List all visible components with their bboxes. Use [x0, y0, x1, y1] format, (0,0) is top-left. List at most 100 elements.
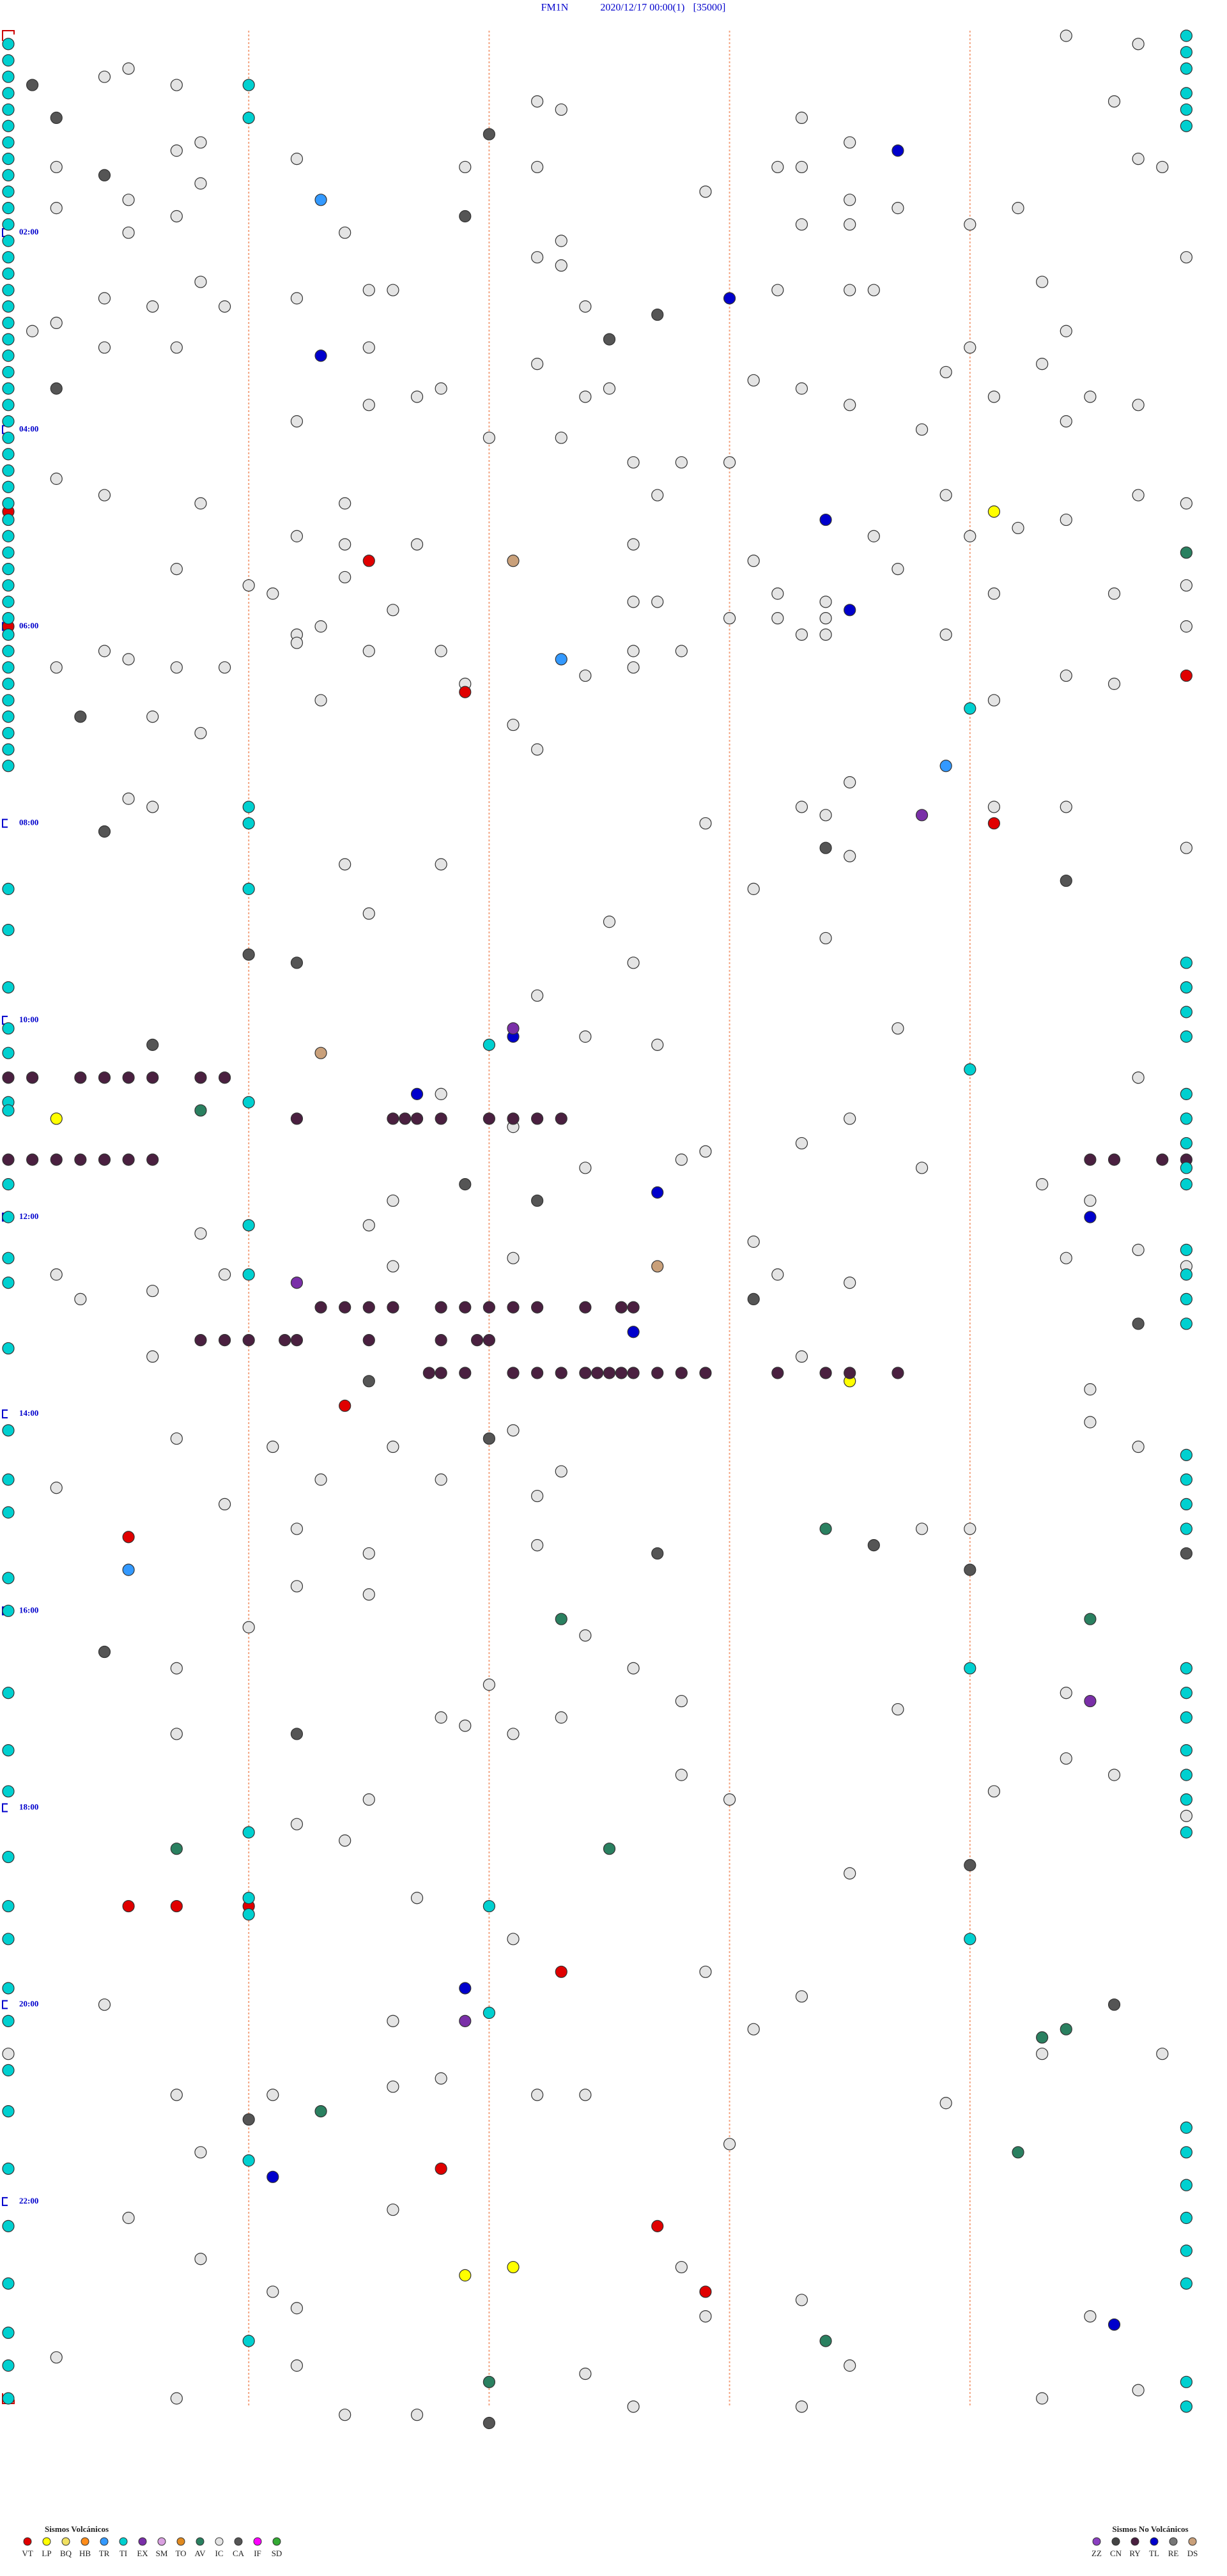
event-ca: [98, 825, 111, 838]
event-ti: [2, 2326, 15, 2339]
event-ti: [2, 1473, 15, 1486]
event-ca: [482, 128, 496, 141]
event-ti: [1180, 87, 1192, 100]
event-ry: [579, 1301, 592, 1314]
event-ic: [1084, 1194, 1097, 1207]
event-ic: [915, 423, 929, 436]
event-ic: [1060, 1252, 1072, 1264]
event-ic: [531, 2089, 544, 2101]
event-ic: [939, 2097, 952, 2110]
event-ti: [2, 1424, 15, 1437]
legend-swatch: [234, 2537, 243, 2546]
legend-label: DS: [1187, 2549, 1198, 2558]
event-ti: [2, 54, 15, 67]
event-ti: [2, 431, 15, 444]
event-tl: [819, 513, 832, 526]
event-ic: [1180, 251, 1192, 264]
event-ti: [2, 694, 15, 707]
event-ex: [915, 809, 929, 822]
event-ic: [362, 399, 375, 411]
event-ic: [603, 916, 616, 928]
event-ti: [1180, 1522, 1192, 1535]
event-ic: [170, 2089, 183, 2101]
event-ic: [1060, 415, 1072, 428]
event-ti: [2, 1982, 15, 1995]
event-ic: [795, 111, 808, 125]
event-ti: [2, 513, 15, 526]
event-ic: [194, 2146, 207, 2159]
hour-label: 14:00: [19, 1408, 38, 1418]
event-ic: [844, 1867, 856, 1880]
event-ry: [122, 1153, 135, 1166]
event-ic: [410, 1892, 424, 1905]
event-ic: [387, 2014, 399, 2027]
event-ti: [2, 1785, 15, 1798]
event-ry: [615, 1301, 628, 1314]
event-ic: [459, 160, 472, 174]
hour-label: 22:00: [19, 2196, 38, 2205]
event-ti: [2, 1178, 15, 1191]
event-ti: [2, 2104, 15, 2118]
legend-swatch: [1188, 2537, 1197, 2546]
hour-tick: [2, 818, 8, 828]
event-ry: [482, 1301, 496, 1314]
event-ic: [795, 1350, 808, 1363]
event-ti: [2, 1104, 15, 1117]
event-ic: [339, 571, 351, 584]
event-ry: [339, 1301, 351, 1314]
event-ti: [2, 1022, 15, 1035]
event-ry: [651, 1367, 664, 1379]
event-ti: [1180, 2244, 1192, 2257]
event-ic: [170, 210, 183, 223]
event-ti: [242, 1892, 255, 1905]
event-ic: [314, 620, 327, 633]
event-ry: [74, 1153, 87, 1166]
event-ic: [627, 956, 640, 969]
legend-swatch: [1131, 2537, 1139, 2546]
event-ry: [362, 1334, 375, 1347]
event-ic: [98, 1998, 111, 2011]
event-ic: [699, 817, 712, 830]
event-ic: [98, 292, 111, 305]
event-ic: [98, 70, 111, 83]
event-ry: [482, 1334, 496, 1347]
event-ca: [74, 710, 87, 723]
event-ic: [939, 628, 952, 641]
event-ti: [1180, 1793, 1192, 1806]
event-ry: [26, 1153, 39, 1166]
hour-tick: [2, 2196, 8, 2206]
event-ic: [675, 1768, 688, 1781]
event-ic: [699, 1145, 712, 1158]
event-ca: [651, 1547, 664, 1560]
event-ic: [50, 202, 63, 215]
event-ti: [482, 2006, 496, 2020]
event-ic: [98, 489, 111, 502]
event-vt: [170, 1899, 183, 1913]
event-ic: [675, 456, 688, 469]
event-ic: [339, 2409, 351, 2421]
event-ry: [531, 1112, 544, 1125]
event-vt: [122, 1899, 135, 1913]
event-ca: [242, 948, 255, 961]
event-ic: [218, 300, 231, 313]
event-ic: [915, 1522, 929, 1535]
event-ry: [844, 1367, 856, 1379]
event-ry: [1156, 1153, 1169, 1166]
event-ti: [242, 111, 255, 125]
event-ic: [795, 2400, 808, 2413]
event-ic: [339, 497, 351, 510]
event-ry: [507, 1367, 520, 1379]
event-ry: [314, 1301, 327, 1314]
event-ic: [290, 2302, 304, 2315]
hour-tick: [2, 1409, 8, 1419]
event-tl: [844, 604, 856, 617]
event-vt: [459, 686, 472, 698]
event-ic: [1180, 841, 1192, 854]
event-ic: [675, 1153, 688, 1166]
event-ry: [194, 1071, 207, 1084]
event-ry: [98, 1071, 111, 1084]
legend-swatch: [81, 2537, 89, 2546]
event-ic: [2, 2048, 15, 2060]
event-ti: [1180, 2179, 1192, 2191]
event-tr: [555, 653, 567, 666]
